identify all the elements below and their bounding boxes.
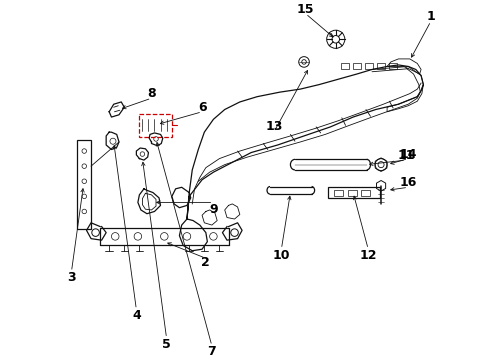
Bar [361, 190, 370, 195]
Bar [352, 63, 360, 69]
Text: 11: 11 [396, 149, 414, 162]
Text: 5: 5 [162, 338, 171, 351]
Text: 9: 9 [209, 203, 217, 216]
Text: 15: 15 [296, 3, 314, 15]
Bar [388, 63, 396, 69]
Text: 4: 4 [132, 309, 141, 322]
Text: 16: 16 [399, 176, 416, 189]
Bar [377, 63, 384, 69]
Text: 13: 13 [264, 120, 282, 133]
Bar [334, 190, 343, 195]
Text: 6: 6 [197, 101, 206, 114]
Text: 14: 14 [399, 148, 416, 161]
Bar [347, 190, 356, 195]
Text: 1: 1 [426, 10, 434, 23]
Text: 8: 8 [147, 87, 156, 100]
Bar [365, 63, 372, 69]
Bar [139, 114, 171, 137]
Text: 3: 3 [67, 271, 76, 284]
Text: 12: 12 [359, 249, 376, 262]
Bar [340, 63, 348, 69]
Bar [327, 187, 379, 198]
Bar [77, 140, 91, 229]
Text: 7: 7 [207, 346, 216, 359]
Text: 10: 10 [272, 249, 289, 262]
Text: 2: 2 [201, 256, 210, 269]
